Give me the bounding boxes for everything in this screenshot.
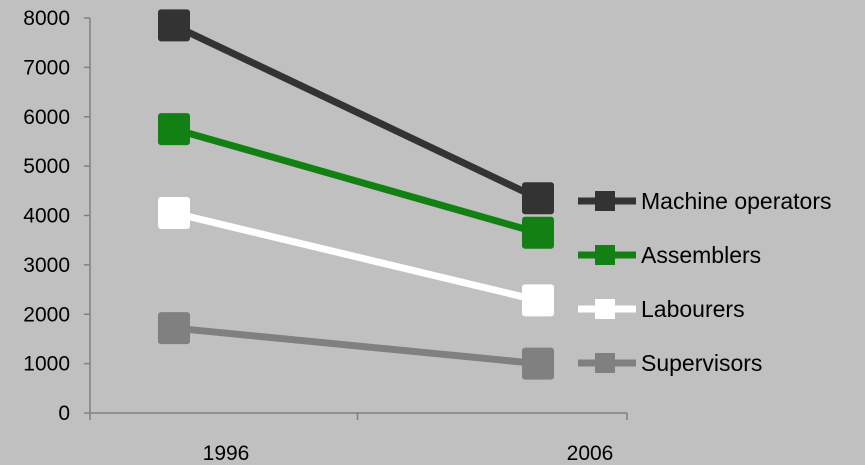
series-line — [173, 324, 539, 368]
chart-series — [158, 9, 554, 380]
series-line — [172, 22, 540, 202]
data-point — [522, 347, 554, 380]
legend-label: Supervisors — [641, 350, 762, 376]
x-tick-label: 1996 — [203, 442, 250, 465]
legend-entry: Supervisors — [578, 350, 762, 376]
chart-axes: 0 1000 2000 3000 4000 5000 6000 7000 8000 1996 200… — [23, 7, 628, 465]
legend-label: Assemblers — [641, 242, 761, 268]
chart-legend: Machine operators Assemblers Labourers Supe… — [578, 188, 832, 376]
series-assemblers — [158, 113, 554, 249]
y-tick-label: 4000 — [23, 205, 70, 228]
legend-label: Machine operators — [641, 188, 832, 214]
data-point — [522, 182, 554, 215]
y-tick-label: 8000 — [23, 7, 70, 30]
y-tick-label: 2000 — [23, 303, 70, 326]
y-tick-label: 0 — [58, 402, 70, 425]
data-point — [158, 113, 190, 146]
data-point — [158, 312, 190, 345]
x-tick-label: 2006 — [567, 442, 614, 465]
legend-entry: Labourers — [578, 296, 745, 322]
series-supervisors — [158, 312, 554, 380]
y-tick-label: 5000 — [23, 155, 70, 178]
data-point — [522, 216, 554, 249]
legend-swatch-marker — [595, 353, 615, 373]
y-tick-label: 1000 — [23, 353, 70, 376]
series-line — [173, 209, 539, 304]
legend-entry: Machine operators — [578, 188, 832, 214]
series-line — [173, 125, 539, 237]
y-tick-label: 6000 — [23, 106, 70, 129]
y-tick-label: 3000 — [23, 254, 70, 277]
data-point — [158, 9, 190, 42]
legend-swatch-marker — [595, 299, 615, 319]
legend-swatch-marker — [595, 245, 615, 265]
series-machine-operators — [158, 9, 554, 215]
y-tick-label: 7000 — [23, 56, 70, 79]
series-labourers — [158, 197, 554, 317]
legend-swatch-marker — [595, 191, 615, 211]
data-point — [158, 197, 190, 230]
legend-entry: Assemblers — [578, 242, 761, 268]
data-point — [522, 284, 554, 317]
legend-label: Labourers — [641, 296, 745, 322]
